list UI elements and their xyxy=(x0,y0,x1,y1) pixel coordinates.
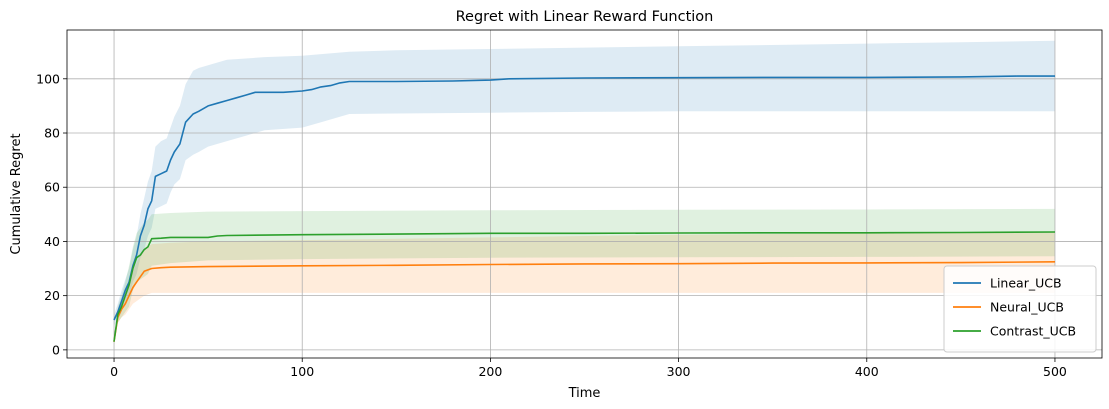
x-tick-label: 500 xyxy=(1043,364,1067,379)
y-tick-label: 0 xyxy=(52,342,60,357)
series-lines xyxy=(113,75,1056,342)
legend-label: Contrast_UCB xyxy=(990,324,1076,339)
x-tick-label: 300 xyxy=(667,364,691,379)
plot-frame xyxy=(66,29,1103,359)
chart-title: Regret with Linear Reward Function xyxy=(456,9,714,25)
legend-label: Neural_UCB xyxy=(990,300,1064,315)
band-neural-ucb xyxy=(114,232,1055,345)
y-axis-title: Cumulative Regret xyxy=(9,133,24,254)
y-tick-label: 80 xyxy=(44,126,60,141)
x-tick-label: 200 xyxy=(478,364,502,379)
y-tick-label: 40 xyxy=(44,234,60,249)
y-tick-label: 60 xyxy=(44,180,60,195)
x-tick-label: 0 xyxy=(110,364,118,379)
confidence-bands xyxy=(114,40,1055,345)
band-linear-ucb xyxy=(114,40,1055,326)
series-line-linear-ucb xyxy=(113,75,1055,321)
legend-box xyxy=(943,265,1097,353)
series-line-neural-ucb xyxy=(113,261,1056,342)
x-axis-ticks: 0 100 200 300 400 500 xyxy=(110,358,1067,379)
y-tick-label: 100 xyxy=(36,71,60,86)
y-axis-ticks: 0 20 40 60 80 100 xyxy=(36,71,67,357)
x-tick-label: 400 xyxy=(855,364,879,379)
series-line-contrast-ucb xyxy=(113,231,1056,342)
x-axis-title: Time xyxy=(568,386,601,401)
y-tick-label: 20 xyxy=(44,288,60,303)
legend: Linear_UCB Neural_UCB Contrast_UCB xyxy=(943,265,1097,353)
band-contrast-ucb xyxy=(114,208,1055,345)
x-tick-label: 100 xyxy=(290,364,314,379)
legend-label: Linear_UCB xyxy=(990,276,1062,291)
